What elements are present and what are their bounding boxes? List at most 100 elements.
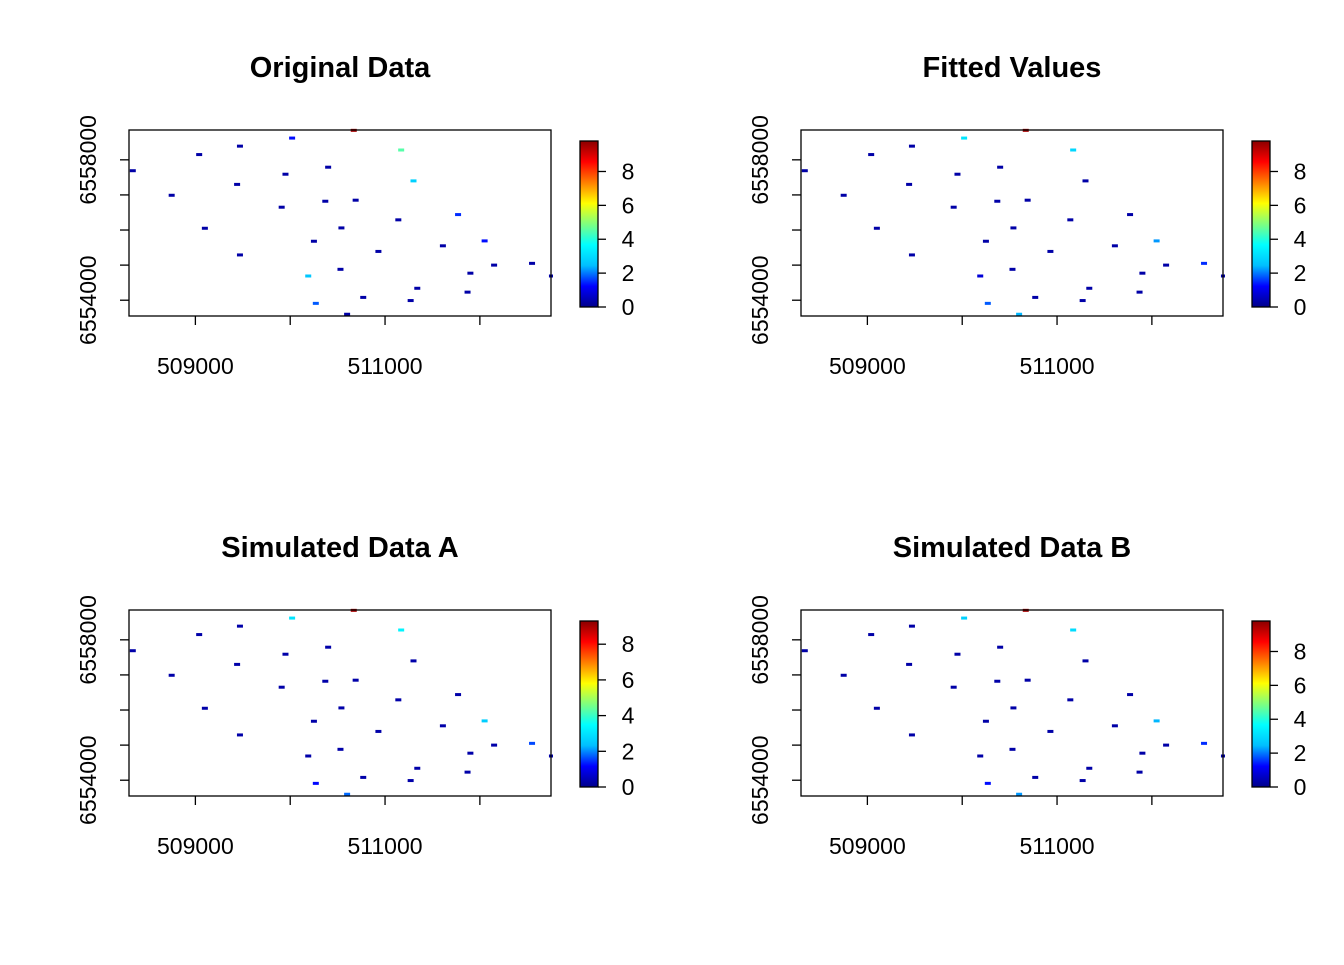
colorbar [579,620,599,788]
data-point [129,649,136,653]
data-point [1136,770,1143,774]
data-point [312,301,319,305]
data-point [908,253,915,257]
data-point [1047,249,1054,253]
data-point [278,205,285,209]
colorbar-tick-label: 4 [1294,226,1307,252]
data-point [360,775,367,779]
data-point [305,274,312,278]
data-point [337,267,344,271]
data-point [491,263,498,267]
data-point [455,693,462,697]
data-point [1153,239,1160,243]
data-point [168,193,175,197]
data-point [196,633,203,637]
data-point [282,652,289,656]
data-point [414,766,421,770]
data-point [548,274,553,278]
data-point [961,136,968,140]
plot-frame [800,609,1224,797]
data-point [1082,659,1089,663]
data-point [410,179,417,183]
data-point [236,253,243,257]
data-point [325,165,332,169]
data-point [906,662,913,666]
data-point [168,673,175,677]
colorbar-tick-label: 8 [1294,158,1307,184]
data-point [481,719,488,723]
data-point [338,226,345,230]
data-point [375,249,382,253]
data-point [310,719,317,723]
data-points [801,608,1225,796]
data-point [278,685,285,689]
colorbar-tick-label: 2 [1294,740,1307,766]
colorbar-tick-label: 2 [622,738,635,764]
data-point [1086,286,1093,290]
colorbar-tick-label: 6 [1294,672,1307,698]
colorbar-tick-label: 6 [622,192,635,218]
data-point [305,754,312,758]
data-point [1111,724,1118,728]
data-point [801,169,808,173]
data-point [994,199,1001,203]
x-tick-label: 511000 [1020,833,1095,859]
data-point [1086,766,1093,770]
data-point [908,624,915,628]
data-point [982,719,989,723]
colorbar-tick-label: 4 [1294,706,1307,732]
data-point [1009,747,1016,751]
chart-panel: Simulated Data B 509000 511000 6558000 65540… [747,532,1307,859]
data-point [360,295,367,299]
colorbar [579,140,599,308]
data-point [491,743,498,747]
chart-panel: Simulated Data A 509000 511000 6558000 65540… [75,532,635,859]
data-point [344,312,351,316]
data-point [950,685,957,689]
data-point [310,239,317,243]
colorbar-tick-label: 8 [1294,638,1307,664]
data-point [289,616,296,620]
data-point [984,781,991,785]
data-point [1139,271,1146,275]
colorbar-tick-label: 4 [622,226,635,252]
data-point [398,148,405,152]
colorbar [1251,140,1271,308]
x-tick-label: 509000 [829,833,906,859]
data-points [129,608,553,796]
data-point [1016,312,1023,316]
data-point [439,244,446,248]
data-point [1079,779,1086,783]
chart-panel: Fitted Values 509000 511000 6558000 6554000 0… [747,52,1307,379]
x-tick-label: 511000 [348,833,423,859]
data-point [352,678,359,682]
data-point [375,729,382,733]
data-point [407,299,414,303]
data-point [337,747,344,751]
data-point [1010,226,1017,230]
data-point [201,226,208,230]
data-point [1079,299,1086,303]
data-point [1139,751,1146,755]
data-point [1032,775,1039,779]
colorbar-tick-label: 2 [622,260,635,286]
colorbar-tick-label: 0 [622,294,635,320]
data-point [289,136,296,140]
data-point [1127,213,1134,217]
data-point [1010,706,1017,710]
chart-title: Simulated Data A [221,532,458,564]
data-point [1220,754,1225,758]
data-point [873,706,880,710]
data-point [1016,792,1023,796]
data-point [801,649,808,653]
colorbar [1251,620,1271,788]
data-point [954,652,961,656]
data-point [352,198,359,202]
data-point [196,153,203,157]
data-point [1082,179,1089,183]
chart-panel: Original Data 509000 511000 6558000 6554000 0… [75,52,635,379]
data-point [338,706,345,710]
data-point [994,679,1001,683]
data-point [236,733,243,737]
colorbar-tick-label: 4 [622,703,635,729]
